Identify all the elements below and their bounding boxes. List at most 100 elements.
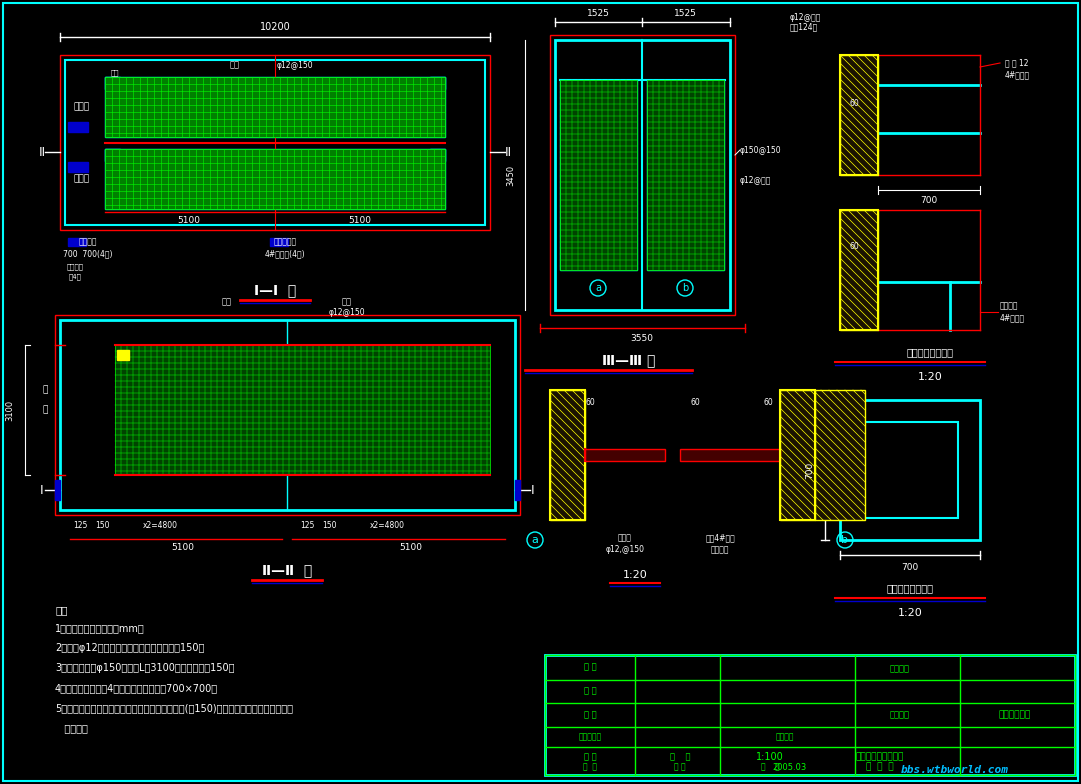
Text: 施    工: 施 工 xyxy=(761,763,779,771)
Bar xyxy=(648,80,724,270)
Text: 700: 700 xyxy=(920,195,937,205)
Text: 安装检修口平面图: 安装检修口平面图 xyxy=(886,583,934,593)
Bar xyxy=(840,400,980,540)
Text: 填料架: 填料架 xyxy=(618,533,632,543)
Bar xyxy=(55,480,61,500)
Bar xyxy=(840,55,878,175)
Text: 1、本图所标尺寸单位为mm。: 1、本图所标尺寸单位为mm。 xyxy=(55,623,145,633)
Text: 1:20: 1:20 xyxy=(918,372,943,382)
Text: Ⅱ: Ⅱ xyxy=(39,146,45,158)
Text: 3450: 3450 xyxy=(507,165,516,186)
Text: 2、采用φ12螺纹钢筋填料支架，安装间距为150。: 2、采用φ12螺纹钢筋填料支架，安装间距为150。 xyxy=(55,643,204,653)
Text: φ12@150: φ12@150 xyxy=(329,307,365,317)
Bar xyxy=(270,238,288,246)
Bar xyxy=(545,655,1075,775)
Text: 顶杆: 顶杆 xyxy=(230,60,240,70)
Text: 60: 60 xyxy=(763,397,773,406)
Bar xyxy=(68,162,88,172)
Text: 60: 60 xyxy=(849,241,859,251)
Text: φ12@钢筋: φ12@钢筋 xyxy=(740,176,772,184)
Bar xyxy=(61,320,515,510)
Text: Ⅱ: Ⅱ xyxy=(505,146,511,158)
Bar xyxy=(68,238,86,246)
Text: bbs.wtbworld.com: bbs.wtbworld.com xyxy=(900,765,1009,775)
Bar xyxy=(430,149,445,161)
Bar xyxy=(555,40,730,310)
Text: Ⅱ—Ⅱ  剖: Ⅱ—Ⅱ 剖 xyxy=(262,563,312,577)
Bar xyxy=(780,390,815,520)
Text: 审 核: 审 核 xyxy=(584,710,597,720)
Text: 150: 150 xyxy=(322,521,336,529)
Bar xyxy=(840,55,878,175)
Bar xyxy=(840,210,878,330)
Text: 5、靠近池壁的填料支架，螺纹钢间距可略为增大(＞150)，与池壁距离也可根据实际情: 5、靠近池壁的填料支架，螺纹钢间距可略为增大(＞150)，与池壁距离也可根据实际… xyxy=(55,703,293,713)
Text: 700  700(4个): 700 700(4个) xyxy=(64,249,112,259)
Text: φ12,@150: φ12,@150 xyxy=(605,546,644,554)
Text: 1:20: 1:20 xyxy=(623,570,648,580)
Text: 125: 125 xyxy=(72,521,88,529)
Text: 废水处理工程: 废水处理工程 xyxy=(999,710,1031,720)
Text: 125: 125 xyxy=(299,521,315,529)
Text: b: b xyxy=(682,283,689,293)
Text: 支架槽钢: 支架槽钢 xyxy=(710,546,730,554)
Text: 顶杆: 顶杆 xyxy=(110,70,119,76)
Text: 60: 60 xyxy=(585,397,595,406)
Text: 4#角钢槽(4个): 4#角钢槽(4个) xyxy=(265,249,305,259)
Text: 折流池: 折流池 xyxy=(74,103,90,111)
Bar xyxy=(105,77,445,137)
Text: 审 实: 审 实 xyxy=(584,662,597,672)
Text: 工程名称: 工程名称 xyxy=(890,710,910,720)
Text: 5100: 5100 xyxy=(348,216,372,224)
Bar xyxy=(55,315,520,515)
Bar xyxy=(862,422,958,518)
Text: 3100: 3100 xyxy=(5,399,14,420)
Text: 10200: 10200 xyxy=(259,22,291,32)
Bar xyxy=(105,77,445,137)
Text: 700: 700 xyxy=(805,461,814,478)
Text: a: a xyxy=(595,283,601,293)
Text: φ150@150: φ150@150 xyxy=(740,146,782,154)
Bar xyxy=(115,345,490,475)
Text: 说明: 说明 xyxy=(55,605,67,615)
Text: 60: 60 xyxy=(849,99,859,107)
Bar xyxy=(68,122,88,132)
Text: 绘图负责人: 绘图负责人 xyxy=(578,732,601,742)
Text: Ⅰ: Ⅰ xyxy=(531,484,535,496)
Bar xyxy=(815,390,865,520)
Bar xyxy=(105,149,445,209)
Text: 间距124条: 间距124条 xyxy=(790,23,818,31)
Text: 安装修口: 安装修口 xyxy=(79,238,97,246)
Bar xyxy=(560,80,637,270)
Text: 大  样  图: 大 样 图 xyxy=(866,763,894,771)
Bar xyxy=(105,149,120,161)
Text: 接触氧化池填料安装: 接触氧化池填料安装 xyxy=(856,753,904,761)
Bar xyxy=(61,55,490,230)
Text: Ⅰ: Ⅰ xyxy=(40,484,44,496)
Text: 二沉池: 二沉池 xyxy=(74,175,90,183)
Text: φ12@150: φ12@150 xyxy=(277,60,313,70)
Text: x2=4800: x2=4800 xyxy=(370,521,404,529)
Text: 1525: 1525 xyxy=(673,9,696,17)
Text: 1:20: 1:20 xyxy=(897,608,922,618)
Text: 安装检修口立面图: 安装检修口立面图 xyxy=(907,347,953,357)
Text: 设计证号: 设计证号 xyxy=(890,665,910,673)
Text: 3550: 3550 xyxy=(630,333,654,343)
Bar xyxy=(680,449,780,461)
Text: 比    例: 比 例 xyxy=(670,753,691,761)
Bar xyxy=(560,80,637,270)
Text: 4#角钢作: 4#角钢作 xyxy=(1000,314,1025,322)
Text: 发 测: 发 测 xyxy=(584,753,597,761)
Bar xyxy=(105,77,120,89)
Bar xyxy=(65,60,485,225)
Text: 4#角钢槽: 4#角钢槽 xyxy=(1005,71,1030,79)
Bar xyxy=(780,390,815,520)
Text: 审 查: 审 查 xyxy=(584,687,597,695)
Bar xyxy=(117,350,129,360)
Text: 2005.03: 2005.03 xyxy=(773,763,808,771)
Text: Ⅲ—Ⅲ 剖: Ⅲ—Ⅲ 剖 xyxy=(602,353,655,367)
Text: 1525: 1525 xyxy=(587,9,610,17)
Bar xyxy=(550,390,585,520)
Text: 钢筋叉架: 钢筋叉架 xyxy=(1000,302,1018,310)
Text: 安 装 12: 安 装 12 xyxy=(1005,59,1028,67)
Bar xyxy=(105,149,445,209)
